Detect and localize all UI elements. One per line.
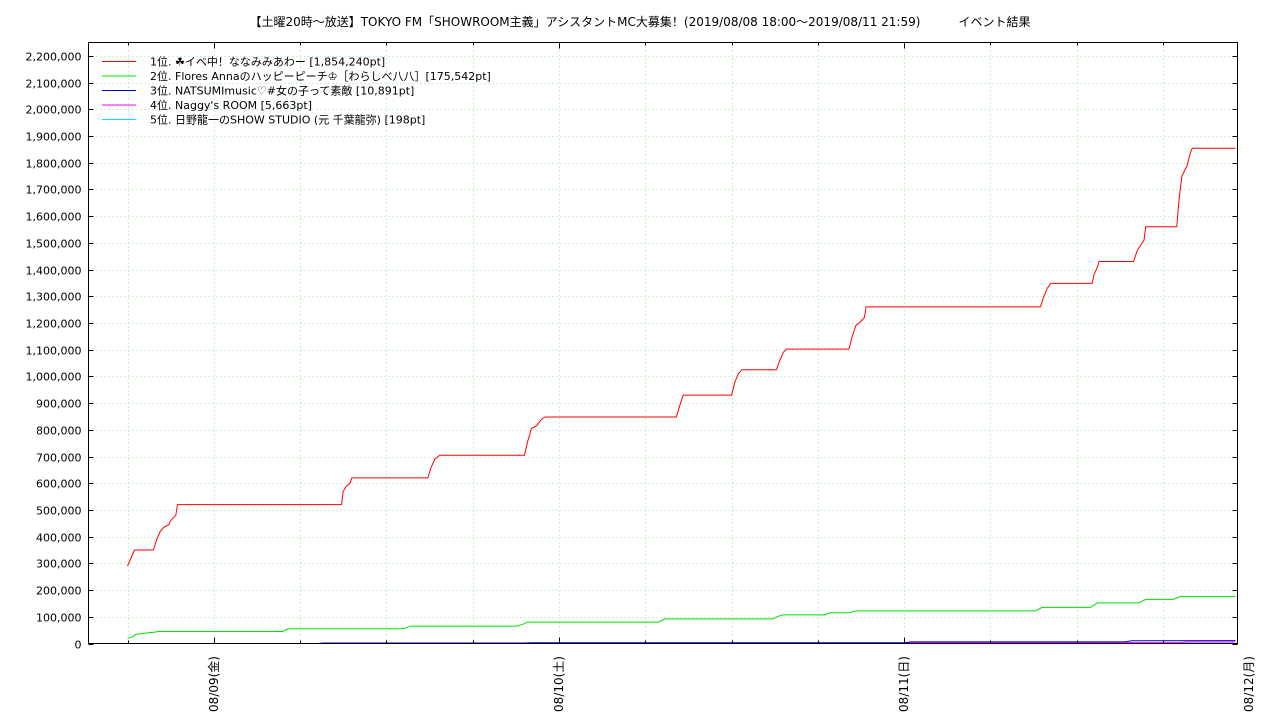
y-tick-label: 2,200,000 [26, 51, 82, 64]
y-tick-label: 1,500,000 [26, 238, 82, 251]
y-tick-label: 500,000 [36, 505, 82, 518]
y-tick-label: 1,000,000 [26, 371, 82, 384]
chart-title: 【土曜20時～放送】TOKYO FM「SHOWROOM主義」アシスタントMC大募… [249, 15, 1031, 29]
x-axis-labels: 08/09(金) 08/10(土) 08/11(日) 08/12(月) [206, 656, 1256, 712]
y-tick-label: 800,000 [36, 425, 82, 438]
y-tick-label: 600,000 [36, 478, 82, 491]
y-tick-label: 2,100,000 [26, 78, 82, 91]
legend-label-3: 3位. NATSUMImusic♡#女の子って素敵 [10,891pt] [150, 84, 414, 98]
series-line-1 [127, 147, 1236, 567]
y-tick-label: 1,600,000 [26, 211, 82, 224]
y-tick-label: 300,000 [36, 558, 82, 571]
series-lines [127, 147, 1236, 644]
y-tick-label: 1,400,000 [26, 265, 82, 278]
x-tick-label: 08/10(土) [552, 656, 566, 712]
y-tick-label: 0 [75, 639, 82, 652]
legend-label-4: 4位. Naggy's ROOM [5,663pt] [150, 98, 312, 112]
y-tick-label: 1,200,000 [26, 318, 82, 331]
x-tick-label: 08/12(月) [1242, 656, 1256, 712]
series-line-2 [127, 596, 1236, 639]
y-tick-label: 100,000 [36, 612, 82, 625]
y-tick-label: 400,000 [36, 532, 82, 545]
y-tick-label: 1,300,000 [26, 291, 82, 304]
y-tick-label: 700,000 [36, 452, 82, 465]
legend-label-5: 5位. 日野龍一のSHOW STUDIO (元 千葉龍弥) [198pt] [150, 113, 425, 127]
y-tick-label: 200,000 [36, 585, 82, 598]
y-tick-label: 2,000,000 [26, 104, 82, 117]
legend-label-2: 2位. Flores Annaのハッピーピーチ♔［わらしべ八八］[175,542… [150, 69, 491, 83]
y-tick-label: 1,100,000 [26, 345, 82, 358]
plot-frame [88, 42, 1238, 644]
x-tick-label: 08/11(日) [897, 656, 911, 712]
y-tick-label: 1,900,000 [26, 131, 82, 144]
y-tick-label: 900,000 [36, 398, 82, 411]
axis-ticks [88, 42, 1238, 645]
grid [88, 42, 1238, 644]
y-axis-labels: 0 100,000 200,000 300,000 400,000 500,000 600,… [26, 51, 82, 652]
legend-label-1: 1位. ☘イベ中！ななみみあわー [1,854,240pt] [150, 55, 385, 69]
x-tick-label: 08/09(金) [206, 656, 221, 712]
y-tick-label: 1,700,000 [26, 184, 82, 197]
y-tick-label: 1,800,000 [26, 158, 82, 171]
legend: 1位. ☘イベ中！ななみみあわー [1,854,240pt]2位. Flores… [102, 55, 491, 127]
